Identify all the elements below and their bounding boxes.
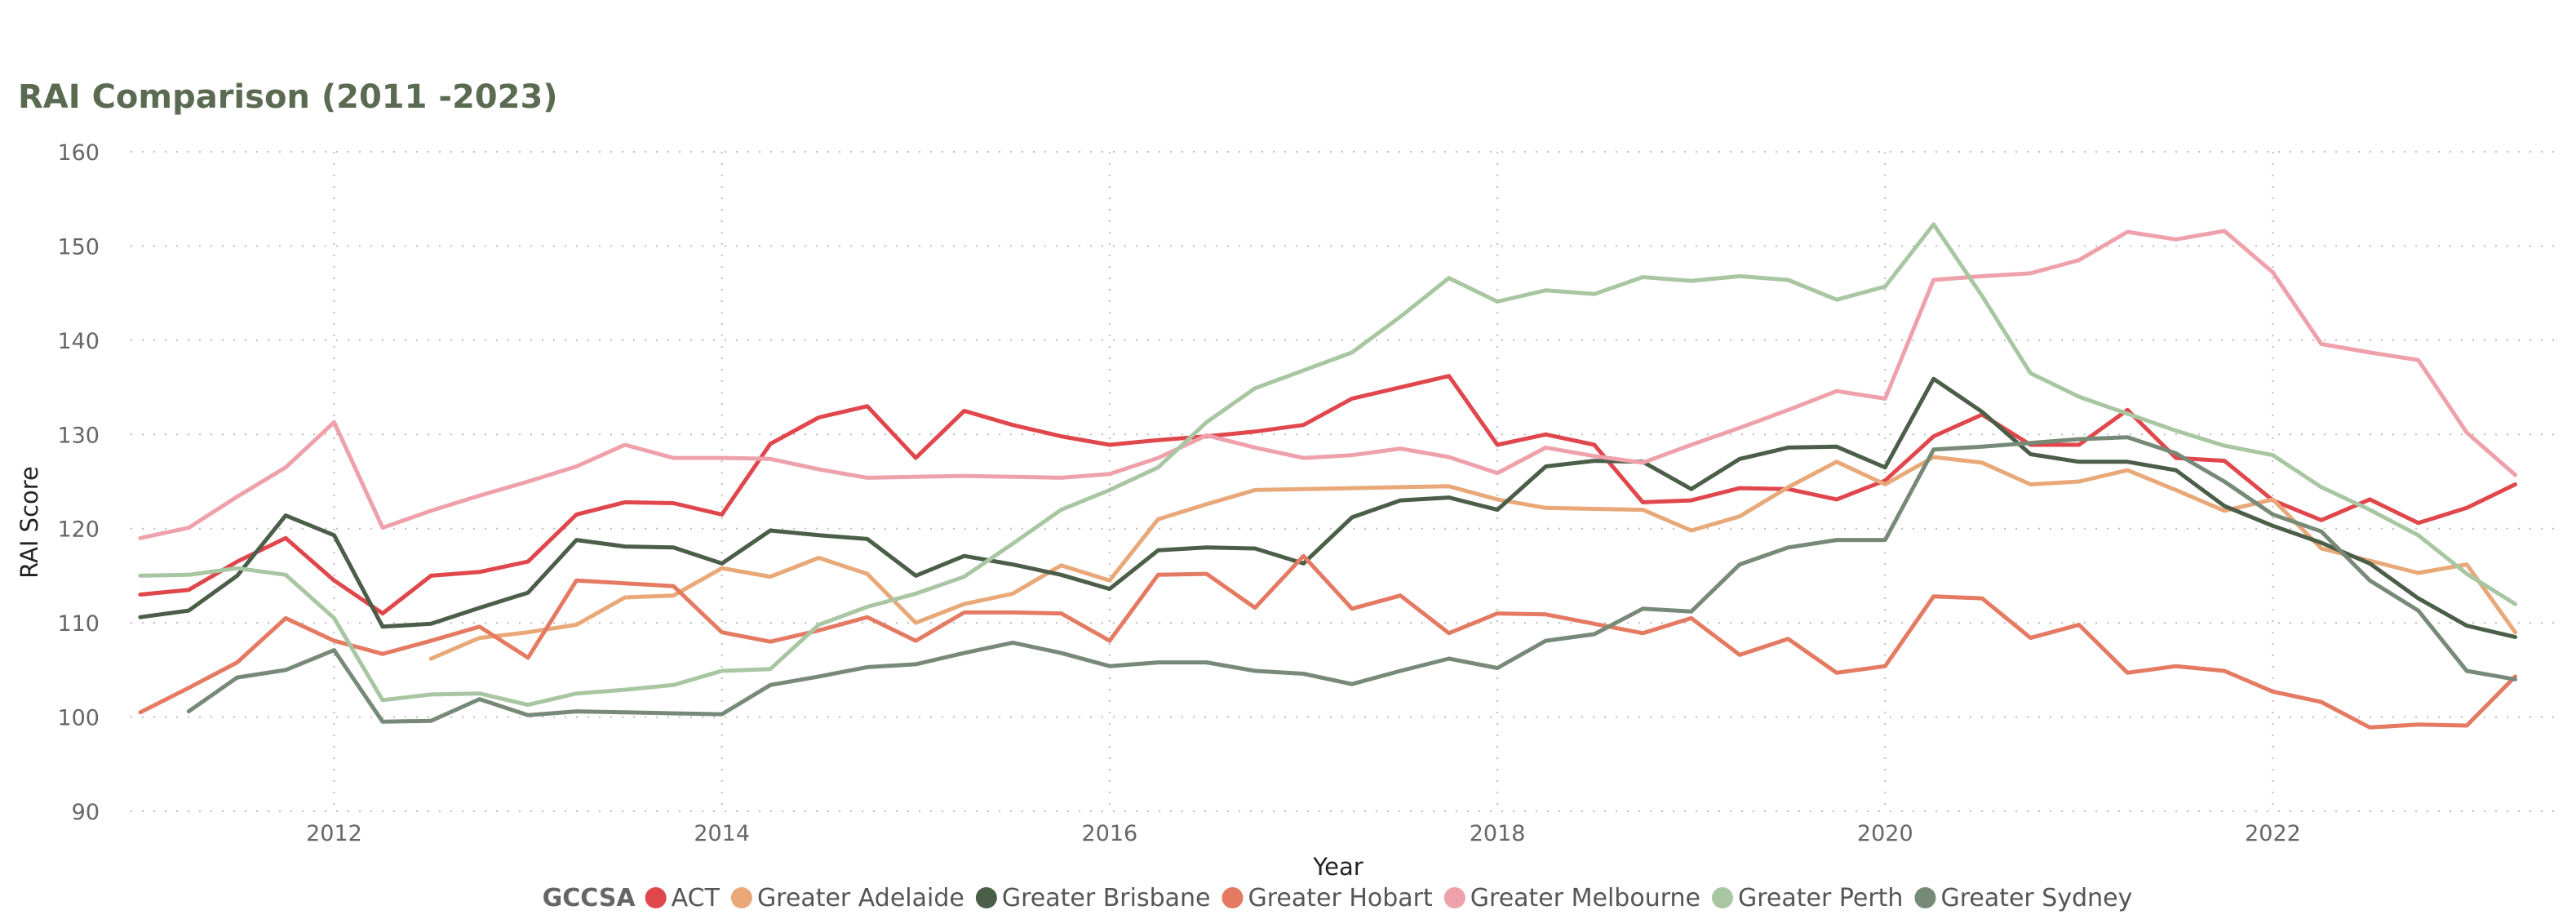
legend-label: Greater Sydney bbox=[1940, 884, 2132, 912]
series-line-greater-adelaide bbox=[428, 455, 2517, 661]
legend-item-greater-hobart[interactable]: Greater Hobart bbox=[1221, 884, 1433, 912]
x-tick-label: 2020 bbox=[1857, 821, 1913, 846]
legend-item-greater-brisbane[interactable]: Greater Brisbane bbox=[975, 884, 1211, 912]
series-line-greater-perth bbox=[138, 222, 2517, 708]
x-axis-ticks: 2012 2014 2016 2018 2020 2022 bbox=[306, 821, 2301, 846]
legend: GCCSA ACT Greater Adelaide Greater Brisbane… bbox=[543, 884, 2133, 912]
legend-label: ACT bbox=[672, 884, 720, 912]
series-line-act bbox=[138, 374, 2517, 616]
y-tick-label: 100 bbox=[57, 706, 100, 731]
y-tick-label: 150 bbox=[57, 234, 100, 260]
legend-marker bbox=[1712, 887, 1734, 908]
legend-item-greater-melbourne[interactable]: Greater Melbourne bbox=[1443, 884, 1700, 912]
legend-marker bbox=[730, 887, 752, 908]
legend-label: Greater Adelaide bbox=[757, 884, 964, 912]
legend-item-act[interactable]: ACT bbox=[645, 884, 720, 912]
series-lines bbox=[138, 222, 2517, 730]
y-axis-ticks: 90 100 110 120 130 140 150 160 bbox=[57, 140, 100, 825]
y-tick-label: 120 bbox=[57, 517, 100, 543]
legend-marker bbox=[975, 887, 997, 908]
y-tick-label: 140 bbox=[57, 329, 100, 354]
legend-item-greater-adelaide[interactable]: Greater Adelaide bbox=[730, 884, 964, 912]
y-tick-label: 90 bbox=[72, 800, 100, 825]
legend-title: GCCSA bbox=[543, 884, 636, 912]
legend-marker bbox=[645, 887, 667, 908]
x-tick-label: 2014 bbox=[694, 821, 750, 846]
legend-item-greater-sydney[interactable]: Greater Sydney bbox=[1914, 884, 2132, 912]
legend-label: Greater Hobart bbox=[1248, 884, 1433, 912]
legend-marker bbox=[1443, 887, 1465, 908]
legend-label: Greater Brisbane bbox=[1002, 884, 1211, 912]
y-tick-label: 110 bbox=[57, 611, 100, 637]
x-tick-label: 2016 bbox=[1082, 821, 1138, 846]
chart-title: RAI Comparison (2011 -2023) bbox=[18, 78, 558, 116]
legend-marker bbox=[1914, 887, 1936, 908]
x-tick-label: 2018 bbox=[1470, 821, 1526, 846]
x-tick-label: 2022 bbox=[2245, 821, 2301, 846]
x-tick-label: 2012 bbox=[306, 821, 362, 846]
series-line-greater-melbourne bbox=[138, 229, 2517, 540]
legend-label: Greater Melbourne bbox=[1470, 884, 1700, 912]
legend-item-greater-perth[interactable]: Greater Perth bbox=[1712, 884, 1903, 912]
x-axis-title: Year bbox=[1312, 853, 1363, 881]
series-line-greater-hobart bbox=[138, 553, 2517, 730]
y-tick-label: 160 bbox=[57, 140, 100, 166]
y-tick-label: 130 bbox=[57, 423, 100, 448]
series-line-greater-sydney bbox=[186, 435, 2517, 724]
y-axis-title: RAI Score bbox=[16, 466, 43, 579]
legend-marker bbox=[1221, 887, 1244, 908]
legend-label: Greater Perth bbox=[1738, 884, 1903, 912]
series-line-greater-brisbane bbox=[138, 376, 2517, 639]
